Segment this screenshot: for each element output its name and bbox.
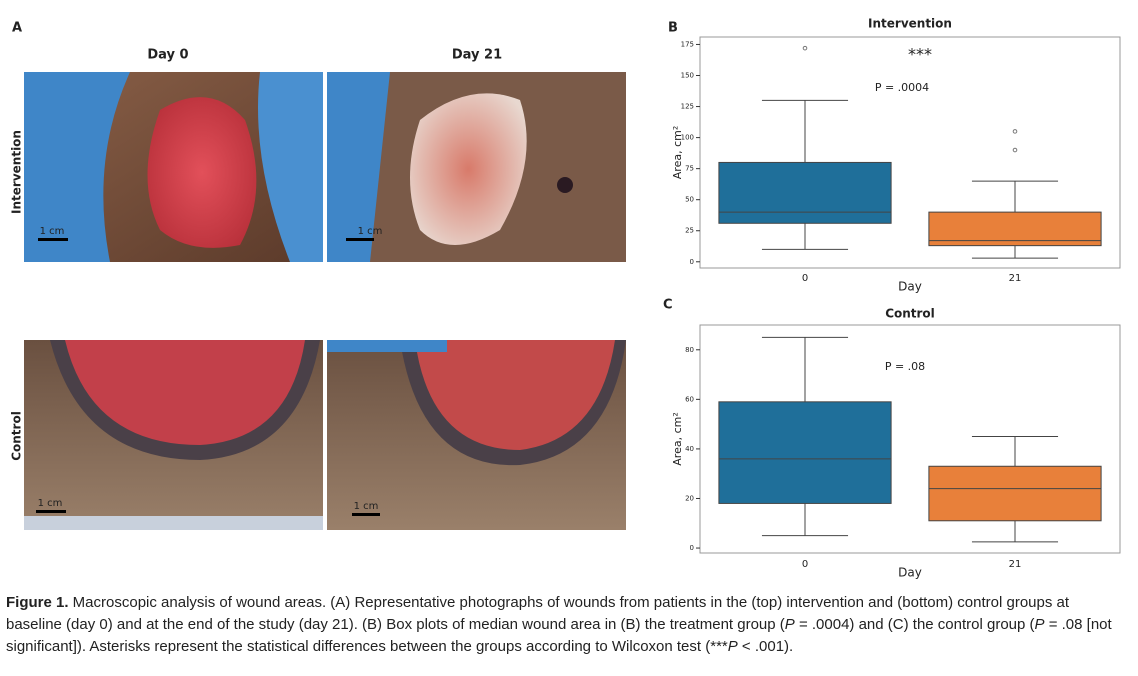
x-tick-label: 0 [802,273,808,284]
caption-text: < .001). [737,638,794,655]
plot-frame [699,36,1121,269]
caption: Figure 1. Macroscopic analysis of wound … [6,592,1121,658]
y-tick-label: 20 [685,494,694,502]
chart-title: Control [885,307,935,321]
y-tick-label: 175 [681,40,694,48]
column-header: Day 0 [147,48,188,63]
caption-text: = .08 [not significant]). Asterisks repr… [6,616,1112,655]
y-tick-label: 25 [685,227,694,235]
caption-text: P [727,638,738,655]
x-tick-label: 21 [1009,559,1022,570]
photo: 1 cm [24,72,323,262]
caption-label: Figure 1. [6,594,69,611]
annotation: P = .08 [885,360,925,373]
figure-graphics: A Day 0 Day 21 Intervention Control 1 cm… [10,17,1121,580]
scale-label: 1 cm [358,226,383,237]
panel-label: B [668,21,678,36]
box [718,161,892,224]
outlier [802,45,808,51]
scale-label: 1 cm [38,498,63,509]
photo: 1 cm [327,340,626,530]
annotation: *** [908,45,932,64]
y-tick-label: 50 [685,196,694,204]
plot-frame [699,324,1121,554]
row-label: Control [10,411,24,461]
y-tick-label: 75 [685,165,694,173]
chart-title: Intervention [868,17,952,31]
x-tick-label: 21 [1009,273,1022,284]
x-axis-label: Day [898,280,922,294]
y-tick-label: 40 [685,445,694,453]
x-axis-label: Day [898,566,922,580]
outlier [1012,129,1018,134]
y-tick-label: 60 [685,395,694,403]
photo: 1 cm [327,72,626,262]
caption-text: = .0004) and (C) the control group ( [794,616,1035,633]
outlier [1012,147,1018,153]
box [718,401,892,504]
annotation: P = .0004 [875,81,929,94]
photo: 1 cm [24,340,323,530]
y-tick-label: 80 [685,346,694,354]
column-header: Day 21 [452,48,502,63]
y-tick-label: 150 [681,72,694,80]
caption-text: Macroscopic analysis of wound areas. (A)… [6,594,1070,633]
y-tick-label: 0 [690,258,694,266]
x-tick-label: 0 [802,559,808,570]
y-tick-label: 0 [690,544,694,552]
y-axis-label: Area, cm² [671,126,684,179]
box [928,465,1102,522]
scale-label: 1 cm [354,501,379,512]
box [928,211,1102,247]
scale-label: 1 cm [40,226,65,237]
y-axis-label: Area, cm² [671,412,684,465]
y-tick-label: 125 [681,103,694,111]
y-tick-label: 100 [681,134,694,142]
caption-text: P [784,616,795,633]
row-label: Intervention [10,130,24,214]
panel-label: A [12,21,22,36]
caption-text: P [1034,616,1045,633]
panel-label: C [663,298,673,313]
